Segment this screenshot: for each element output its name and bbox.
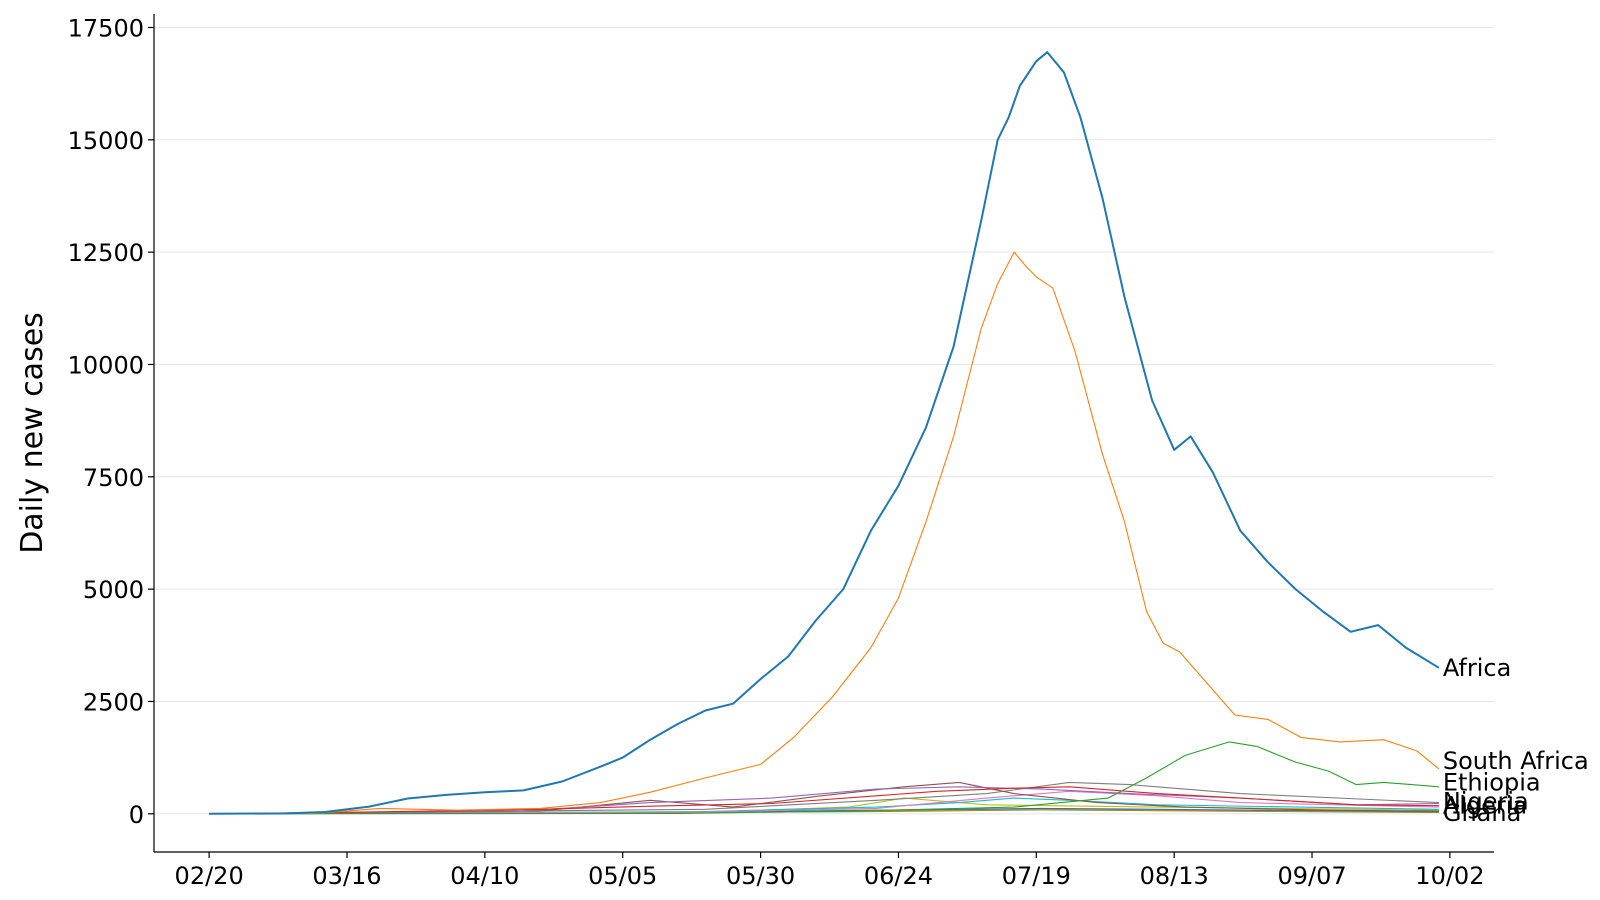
x-tick-label: 08/13 bbox=[1140, 862, 1209, 890]
axes bbox=[153, 14, 1494, 853]
series-line bbox=[209, 51, 1440, 815]
y-tick-label: 0 bbox=[129, 801, 144, 829]
x-ticks: 02/20 03/16 04/10 05/05 05/30 06/24 07/19 08/13… bbox=[175, 852, 1484, 890]
y-tick-label: 15000 bbox=[68, 127, 144, 155]
x-tick-label: 05/30 bbox=[726, 862, 795, 890]
y-tick-label: 7500 bbox=[83, 464, 144, 492]
x-tick-label: 05/05 bbox=[588, 862, 657, 890]
series-end-label: South Africa bbox=[1443, 747, 1589, 775]
x-tick-label: 04/10 bbox=[450, 862, 519, 890]
series-end-labels: Africa South AfricaEthiopiaAlgeriaNigeria… bbox=[1443, 654, 1589, 827]
y-axis-title: Daily new cases bbox=[15, 312, 50, 554]
series-end-label: Ghana bbox=[1443, 799, 1521, 827]
y-tick-label: 17500 bbox=[68, 14, 144, 42]
y-tick-label: 12500 bbox=[68, 239, 144, 267]
series-line bbox=[209, 781, 1439, 815]
y-tick-label: 10000 bbox=[68, 351, 144, 379]
series-end-label: Africa bbox=[1443, 654, 1511, 682]
series-end-label: Ethiopia bbox=[1443, 768, 1541, 796]
series-lines bbox=[209, 51, 1440, 815]
series-line bbox=[209, 741, 1439, 815]
grid-lines bbox=[154, 26, 1494, 815]
x-tick-label: 09/07 bbox=[1277, 862, 1346, 890]
x-tick-label: 02/20 bbox=[175, 862, 244, 890]
x-tick-label: 06/24 bbox=[864, 862, 933, 890]
series-line bbox=[209, 251, 1440, 815]
x-tick-label: 03/16 bbox=[312, 862, 381, 890]
series-end-label: Nigeria bbox=[1443, 787, 1529, 815]
x-tick-label: 07/19 bbox=[1002, 862, 1071, 890]
series-end-label: Algeria bbox=[1443, 792, 1527, 820]
y-ticks: 0 2500 5000 7500 10000 12500 15000 17500 bbox=[68, 14, 154, 829]
x-tick-label: 10/02 bbox=[1415, 862, 1484, 890]
series-line bbox=[209, 786, 1439, 815]
y-tick-label: 5000 bbox=[83, 576, 144, 604]
y-tick-label: 2500 bbox=[83, 688, 144, 716]
